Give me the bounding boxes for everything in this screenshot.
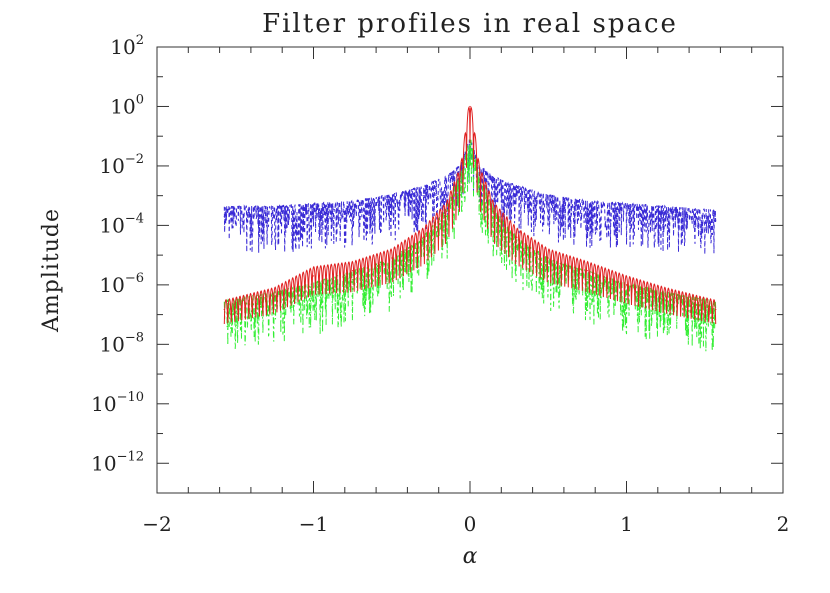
series-point-red bbox=[352, 270, 354, 272]
x-tick-label: 2 bbox=[777, 512, 790, 536]
y-tick-base: 10 bbox=[99, 273, 124, 297]
series-line-red bbox=[223, 106, 717, 325]
y-tick-base: 10 bbox=[110, 94, 135, 118]
series-point-blue bbox=[625, 212, 628, 215]
y-tick-label: 10−8 bbox=[99, 330, 144, 356]
y-tick-base: 10 bbox=[91, 451, 116, 475]
y-tick-label: 100 bbox=[110, 92, 144, 118]
x-tick-label: −2 bbox=[142, 512, 171, 536]
x-axis-label: α bbox=[463, 544, 478, 569]
y-tick-exponent: −12 bbox=[117, 449, 144, 464]
y-tick-label: 102 bbox=[110, 33, 144, 59]
series-point-blue bbox=[352, 210, 354, 212]
y-tick-base: 10 bbox=[110, 35, 135, 59]
series-point-red bbox=[516, 236, 518, 238]
y-tick-label: 10−2 bbox=[99, 152, 144, 178]
y-tick-label: 10−10 bbox=[91, 390, 144, 416]
y-tick-exponent: −4 bbox=[125, 211, 144, 226]
series-line-blue bbox=[223, 139, 717, 255]
y-tick-base: 10 bbox=[99, 332, 124, 356]
series-point-red bbox=[478, 174, 480, 176]
series-point-blue bbox=[715, 219, 717, 221]
series-point-blue bbox=[422, 195, 424, 197]
series-point-blue bbox=[665, 215, 667, 218]
series-point-red bbox=[547, 257, 549, 259]
series-point-green bbox=[586, 279, 588, 281]
series-point-blue bbox=[312, 212, 315, 215]
y-tick-exponent: −8 bbox=[125, 330, 144, 345]
y-tick-exponent: 0 bbox=[136, 92, 144, 107]
chart-title: Filter profiles in real space bbox=[262, 9, 678, 39]
series-point-red bbox=[665, 296, 667, 298]
y-tick-label: 10−4 bbox=[99, 211, 144, 237]
y-tick-base: 10 bbox=[91, 392, 116, 416]
series-point-red bbox=[715, 308, 717, 310]
x-tick-label: 1 bbox=[620, 512, 633, 536]
y-tick-exponent: 2 bbox=[136, 33, 144, 48]
series-point-red bbox=[312, 275, 315, 277]
y-tick-exponent: −6 bbox=[125, 271, 144, 286]
series-point-red bbox=[223, 308, 225, 310]
y-tick-label: 10−12 bbox=[91, 449, 144, 475]
series-point-blue bbox=[445, 186, 448, 188]
series-point-red bbox=[460, 174, 462, 176]
series-point-blue bbox=[586, 210, 588, 212]
series-point-red bbox=[469, 105, 471, 108]
series-point-green bbox=[625, 290, 628, 293]
series-point-blue bbox=[273, 215, 275, 218]
series-point-red bbox=[391, 257, 393, 259]
ticks-layer bbox=[156, 46, 784, 494]
series-point-blue bbox=[492, 186, 495, 188]
series-point-green bbox=[422, 245, 424, 247]
series-point-red bbox=[586, 270, 588, 272]
x-tick-label: −1 bbox=[299, 512, 328, 536]
series-point-red bbox=[445, 210, 448, 212]
series-point-green bbox=[352, 279, 354, 281]
series-point-red bbox=[273, 296, 275, 298]
series-point-green bbox=[469, 144, 471, 146]
series-point-red bbox=[492, 210, 495, 212]
y-tick-exponent: −10 bbox=[117, 390, 144, 405]
series-point-red bbox=[625, 284, 628, 286]
y-tick-exponent: −2 bbox=[125, 152, 144, 167]
y-tick-base: 10 bbox=[99, 154, 124, 178]
series-point-blue bbox=[223, 215, 225, 218]
series-point-blue bbox=[391, 204, 393, 206]
series-point-blue bbox=[516, 195, 518, 197]
series-layer bbox=[223, 105, 717, 352]
y-axis-label: Amplitude bbox=[39, 208, 64, 333]
y-tick-label: 10−6 bbox=[99, 271, 144, 297]
series-point-red bbox=[422, 236, 424, 238]
series-point-green bbox=[312, 290, 315, 293]
series-point-green bbox=[516, 245, 518, 247]
x-tick-label: 0 bbox=[464, 512, 477, 536]
series-point-blue bbox=[547, 204, 549, 206]
series-line-green bbox=[223, 136, 717, 352]
y-tick-base: 10 bbox=[99, 213, 124, 237]
